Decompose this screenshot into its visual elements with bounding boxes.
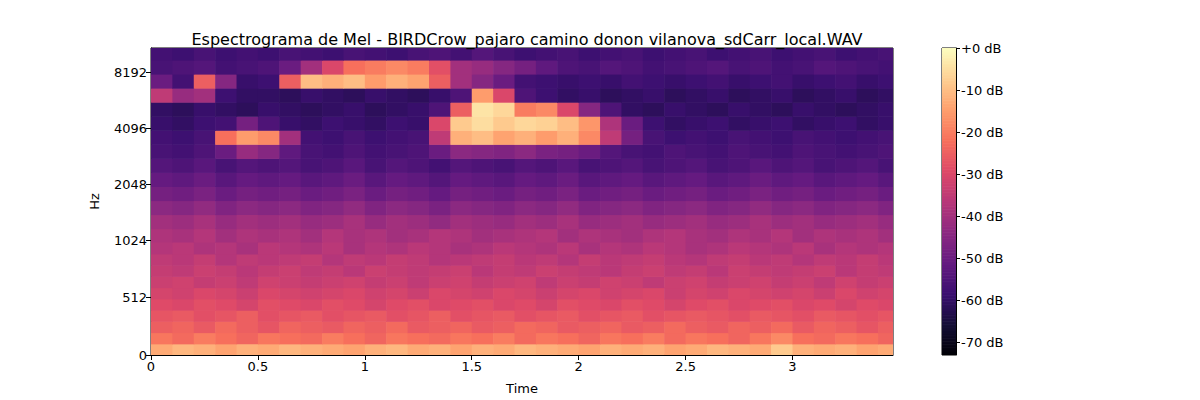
svg-text:3: 3 bbox=[788, 359, 796, 374]
svg-text:+0 dB: +0 dB bbox=[961, 41, 1001, 56]
svg-text:-50 dB: -50 dB bbox=[961, 251, 1004, 266]
svg-text:2.5: 2.5 bbox=[675, 359, 696, 374]
svg-text:-10 dB: -10 dB bbox=[961, 83, 1004, 98]
svg-text:Hz: Hz bbox=[87, 193, 102, 210]
svg-text:1: 1 bbox=[361, 359, 369, 374]
svg-text:1024: 1024 bbox=[114, 233, 147, 248]
svg-text:-70 dB: -70 dB bbox=[961, 335, 1004, 350]
svg-text:0: 0 bbox=[147, 359, 155, 374]
svg-text:8192: 8192 bbox=[114, 65, 147, 80]
svg-text:0.5: 0.5 bbox=[248, 359, 269, 374]
svg-text:-60 dB: -60 dB bbox=[961, 293, 1004, 308]
svg-text:-30 dB: -30 dB bbox=[961, 167, 1004, 182]
svg-text:-40 dB: -40 dB bbox=[961, 209, 1004, 224]
svg-text:-20 dB: -20 dB bbox=[961, 125, 1004, 140]
svg-text:0: 0 bbox=[139, 348, 147, 363]
svg-text:Espectrograma de Mel - BIRDCro: Espectrograma de Mel - BIRDCrow_pajaro c… bbox=[191, 30, 862, 50]
svg-text:512: 512 bbox=[122, 290, 147, 305]
svg-text:2048: 2048 bbox=[114, 177, 147, 192]
svg-text:1.5: 1.5 bbox=[461, 359, 482, 374]
svg-text:Time: Time bbox=[505, 381, 538, 396]
svg-text:2: 2 bbox=[575, 359, 583, 374]
svg-text:4096: 4096 bbox=[114, 121, 147, 136]
